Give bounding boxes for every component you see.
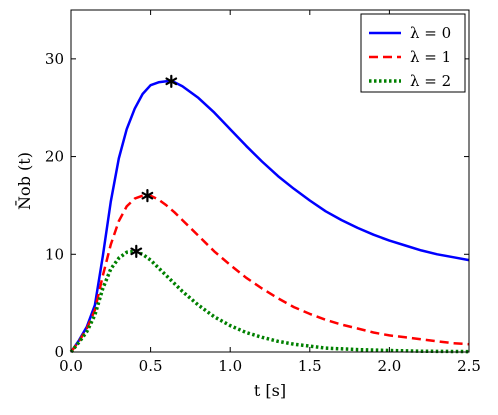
series-line-2 [69, 249, 470, 354]
legend-label-2: λ = 2 [410, 72, 451, 90]
legend-box [360, 13, 466, 93]
series-line-0 [69, 80, 470, 353]
y-axis-ticks: 0 10 20 30 [45, 50, 469, 361]
legend-entries: λ = 0 λ = 1 λ = 2 [369, 24, 451, 90]
y-tick-label: 30 [45, 50, 64, 68]
legend-label-0: λ = 0 [410, 24, 451, 42]
x-tick-label: 1.0 [218, 357, 242, 375]
y-axis-label: N̄ob (t) [13, 152, 34, 210]
x-tick-label: 2.5 [457, 357, 481, 375]
x-axis-ticks: 0.0 0.5 1.0 1.5 2.0 2.5 [59, 10, 481, 375]
y-tick-label: 20 [45, 148, 64, 166]
y-tick-label: 0 [54, 343, 64, 361]
plot-frame [70, 9, 470, 353]
maximum-marker-1 [141, 189, 154, 203]
x-axis-label: t [s] [254, 381, 286, 400]
y-tick-label: 10 [45, 245, 64, 263]
maximum-marker-0 [165, 74, 178, 88]
x-tick-label: 1.5 [298, 357, 322, 375]
x-tick-label: 0.5 [139, 357, 163, 375]
x-tick-label: 2.0 [377, 357, 401, 375]
maximum-marker-2 [130, 244, 143, 258]
series-layer [69, 80, 470, 354]
legend-label-1: λ = 1 [410, 48, 451, 66]
series-line-1 [69, 194, 470, 353]
x-tick-label: 0.0 [59, 357, 83, 375]
markers-layer [130, 74, 178, 258]
legend: λ = 0 λ = 1 λ = 2 [360, 13, 466, 93]
